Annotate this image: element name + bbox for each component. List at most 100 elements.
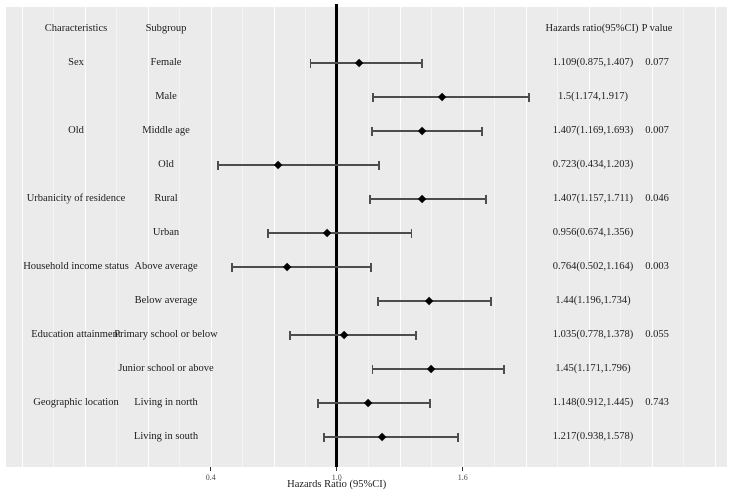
hr-value: 0.764(0.502,1.164) <box>552 261 634 272</box>
hr-value: 1.45(1.171,1.796) <box>555 363 631 374</box>
column-header-hazards-ratio: Hazards ratio(95%CI) <box>545 23 639 34</box>
hr-value: 1.407(1.169,1.693) <box>552 125 634 136</box>
column-header-subgroup: Subgroup <box>145 23 187 34</box>
axis-tick-mark <box>462 467 464 471</box>
ci-cap-left <box>322 432 325 442</box>
gridline-minor <box>179 7 181 467</box>
hr-value: 1.5(1.174,1.917) <box>558 91 628 102</box>
p-value: 0.077 <box>645 57 669 68</box>
ci-cap-right <box>485 194 487 204</box>
hr-value: 1.109(0.875,1.407) <box>552 57 634 68</box>
ci-cap-left <box>289 330 291 340</box>
p-value: 0.046 <box>645 193 669 204</box>
ci-cap-right <box>421 58 423 68</box>
gridline-minor <box>116 7 118 467</box>
subgroup-label: Above average <box>134 261 198 272</box>
characteristic-label: Urbanicity of residence <box>26 193 126 204</box>
subgroup-label: Old <box>158 159 174 170</box>
ci-cap-left <box>372 92 375 102</box>
ci-cap-left <box>216 160 219 170</box>
hr-value: 0.956(0.674,1.356) <box>552 227 634 238</box>
ci-cap-left <box>231 262 233 272</box>
axis-tick-mark <box>336 467 338 471</box>
plot-panel <box>6 7 727 467</box>
ci-cap-right <box>370 262 372 272</box>
characteristic-label: Geographic location <box>33 397 119 408</box>
gridline-major <box>588 7 590 467</box>
hr-value: 0.723(0.434,1.203) <box>552 159 634 170</box>
hr-value: 1.407(1.157,1.711) <box>552 193 634 204</box>
gridline-minor <box>242 7 244 467</box>
ci-line <box>372 130 483 132</box>
ci-cap-right <box>410 228 413 238</box>
axis-tick-label: 1.6 <box>457 473 468 482</box>
subgroup-label: Below average <box>134 295 198 306</box>
gridline-minor <box>53 7 55 467</box>
ci-cap-right <box>489 296 492 306</box>
gridline-minor <box>368 7 370 467</box>
axis-tick-label: 0.4 <box>205 473 216 482</box>
gridline-minor <box>620 7 622 467</box>
hr-value: 1.217(0.938,1.578) <box>552 431 634 442</box>
ci-line <box>310 62 423 64</box>
subgroup-label: Male <box>155 91 177 102</box>
ci-line <box>323 436 459 438</box>
subgroup-label: Middle age <box>142 125 190 136</box>
hr-value: 1.035(0.778,1.378) <box>552 329 634 340</box>
subgroup-label: Living in north <box>134 397 198 408</box>
axis-tick-label: 1.0 <box>331 473 342 482</box>
characteristic-label: Old <box>68 125 84 136</box>
gridline-major <box>399 7 401 467</box>
ci-line <box>372 368 504 370</box>
gridline-major <box>273 7 275 467</box>
gridline-minor <box>494 7 496 467</box>
gridline-major <box>210 7 212 467</box>
subgroup-label: Junior school or above <box>118 363 214 374</box>
ci-cap-left <box>371 364 374 374</box>
characteristic-label: Sex <box>68 57 84 68</box>
p-value: 0.055 <box>645 329 669 340</box>
ci-cap-right <box>528 92 531 102</box>
gridline-minor <box>431 7 433 467</box>
axis-tick-mark <box>210 467 212 471</box>
gridline-major <box>714 7 716 467</box>
ci-cap-left <box>309 58 312 68</box>
column-header-characteristics: Characteristics <box>44 23 108 34</box>
ci-line <box>290 334 417 336</box>
subgroup-label: Primary school or below <box>114 329 218 340</box>
subgroup-label: Urban <box>152 227 180 238</box>
gridline-major <box>462 7 464 467</box>
gridline-major <box>21 7 23 467</box>
subgroup-label: Living in south <box>133 431 199 442</box>
subgroup-label: Female <box>150 57 182 68</box>
ci-cap-right <box>457 432 459 442</box>
ci-line <box>232 266 372 268</box>
column-header-p-value: P value <box>641 23 673 34</box>
gridline-minor <box>557 7 559 467</box>
ci-cap-left <box>377 296 379 306</box>
ci-line <box>373 96 530 98</box>
ci-cap-right <box>415 330 417 340</box>
gridline-major <box>84 7 86 467</box>
ci-cap-left <box>267 228 270 238</box>
ci-cap-left <box>368 194 371 204</box>
ci-cap-right <box>503 364 505 374</box>
gridline-minor <box>683 7 685 467</box>
hr-value: 1.44(1.196,1.734) <box>555 295 631 306</box>
ci-cap-left <box>317 398 320 408</box>
subgroup-label: Rural <box>154 193 178 204</box>
ci-line <box>318 402 431 404</box>
reference-line <box>335 4 338 467</box>
gridline-major <box>525 7 527 467</box>
ci-line <box>217 164 380 166</box>
gridline-major <box>651 7 653 467</box>
ci-line <box>377 300 491 302</box>
ci-line <box>369 198 486 200</box>
characteristic-label: Education attainment <box>31 329 121 340</box>
p-value: 0.007 <box>645 125 669 136</box>
ci-line <box>268 232 412 234</box>
ci-cap-right <box>481 126 484 136</box>
